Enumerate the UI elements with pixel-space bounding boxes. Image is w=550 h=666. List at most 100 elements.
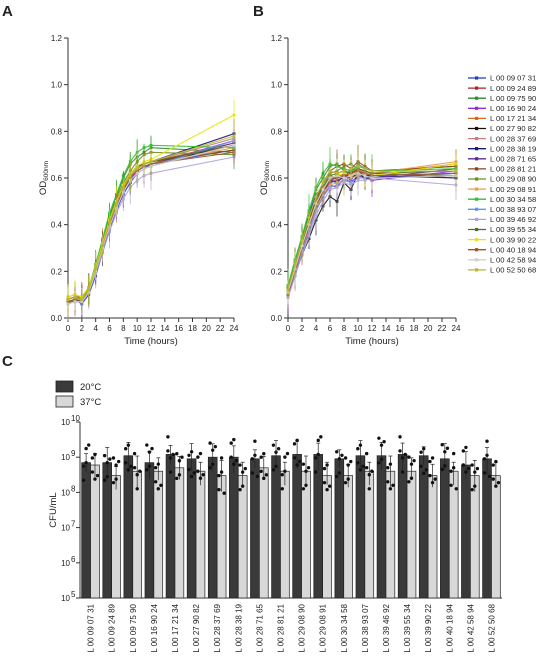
replicate-dot [238, 487, 242, 492]
replicate-dot [93, 477, 97, 481]
replicate-dot [177, 459, 182, 463]
bar-group [343, 456, 353, 599]
a-y-tick-label: 0.8 [51, 127, 63, 136]
bar-group [90, 452, 100, 599]
a-x-tick-label: 6 [107, 324, 112, 333]
legend-swatch-marker [475, 86, 479, 90]
replicate-dot [494, 459, 498, 464]
legend-label: L 00 09 75 90 [490, 94, 536, 103]
a-x-tick-label: 22 [216, 324, 225, 333]
panel-a-xlabel: Time (hours) [124, 336, 178, 347]
a-data-point [73, 295, 77, 299]
replicate-dot [132, 465, 137, 470]
replicate-dot [259, 469, 263, 474]
replicate-dot [319, 435, 323, 439]
bar-37c [491, 475, 501, 599]
legend-label: L 00 39 90 22 [490, 235, 536, 244]
a-x-tick-label: 0 [66, 324, 71, 333]
c-category-label: L 00 28 71 65 [255, 603, 264, 652]
legend-entry: L 00 29 08 90 [468, 175, 536, 184]
replicate-dot [102, 478, 107, 482]
replicate-dot [232, 462, 236, 466]
bar-group [250, 439, 260, 599]
bar-37c [237, 475, 248, 599]
bar-20c [271, 455, 281, 599]
bar-group [237, 461, 248, 599]
replicate-dot [138, 469, 142, 473]
b-data-point [363, 174, 367, 178]
replicate-dot [409, 476, 414, 480]
legend-label: L 00 29 08 91 [490, 185, 536, 194]
legend-label: L 00 39 46 92 [490, 215, 536, 224]
replicate-dot [422, 447, 426, 451]
strain-legend: L 00 09 07 31L 00 09 24 89L 00 09 75 90L… [468, 74, 536, 275]
replicate-dot [147, 464, 152, 468]
bar-20c [229, 456, 239, 599]
c-category-label: L 00 27 90 82 [192, 603, 201, 652]
bar-group [440, 443, 450, 599]
a-y-tick-label: 1.0 [51, 81, 63, 90]
c-category-label: L 00 28 81 21 [276, 603, 285, 652]
a-data-point [108, 220, 111, 224]
bar-37c [259, 467, 269, 599]
replicate-dot [346, 463, 350, 467]
bar-group [229, 437, 239, 599]
replicate-dot [377, 461, 381, 465]
replicate-dot [494, 484, 498, 488]
panel-c-ylabel: CFU/mL [48, 492, 59, 527]
a-x-tick-label: 8 [121, 324, 126, 333]
replicate-dot [95, 473, 100, 478]
panel-label-c: C [2, 353, 13, 370]
replicate-dot [443, 464, 447, 468]
b-x-tick-label: 22 [438, 324, 447, 333]
replicate-dot [475, 466, 480, 471]
replicate-dot [322, 480, 327, 485]
a-x-tick-label: 20 [202, 324, 211, 333]
replicate-dot [124, 461, 128, 465]
legend-label: L 00 09 24 89 [490, 84, 536, 93]
replicate-dot [346, 477, 350, 481]
replicate-dot [440, 467, 444, 472]
legend-label: L 00 38 93 07 [490, 205, 536, 214]
b-x-tick-label: 8 [342, 324, 347, 333]
legend-entry: L 00 09 24 89 [468, 84, 536, 93]
replicate-dot [482, 471, 487, 475]
replicate-dot [343, 456, 348, 460]
replicate-dot [325, 463, 329, 467]
replicate-dot [274, 450, 278, 454]
temperature-legend: 20°C 37°C [55, 380, 101, 408]
replicate-dot [364, 451, 369, 456]
bar-group [186, 443, 197, 599]
c-y-tick-exponent: 9 [71, 449, 76, 458]
b-data-point [454, 169, 458, 173]
replicate-dot [84, 460, 88, 465]
replicate-dot [126, 443, 131, 447]
legend-entry: L 00 28 37 69 [468, 134, 536, 143]
c-y-tick-exponent: 10 [71, 414, 80, 423]
replicate-dot [280, 487, 284, 491]
legend-swatch-marker [475, 248, 479, 252]
replicate-dot [367, 473, 371, 477]
replicate-dot [132, 451, 137, 456]
replicate-dot [470, 487, 474, 492]
a-y-tick-label: 0.4 [51, 221, 63, 230]
replicate-dot [255, 474, 260, 479]
replicate-dot [370, 469, 374, 473]
replicate-dot [358, 468, 363, 472]
panel-b-ylabel-sub: 600nm [264, 161, 271, 181]
bar-group [397, 435, 408, 599]
legend-entry: L 00 30 34 58 [468, 195, 536, 204]
legend-swatch-marker [475, 227, 479, 232]
temperature-legend-label: 37°C [80, 397, 101, 408]
bar-group [174, 452, 185, 599]
legend-label: L 00 27 90 82 [490, 124, 536, 133]
bar-group [111, 456, 121, 599]
replicate-dot [198, 451, 203, 456]
a-data-point [94, 267, 98, 271]
legend-entry: L 00 17 21 34 [468, 114, 536, 123]
legend-entry: L 00 28 38 19 [468, 144, 536, 153]
replicate-dot [283, 455, 287, 459]
bar-group [207, 441, 218, 599]
replicate-dot [304, 483, 308, 487]
a-x-tick-label: 24 [230, 324, 239, 333]
